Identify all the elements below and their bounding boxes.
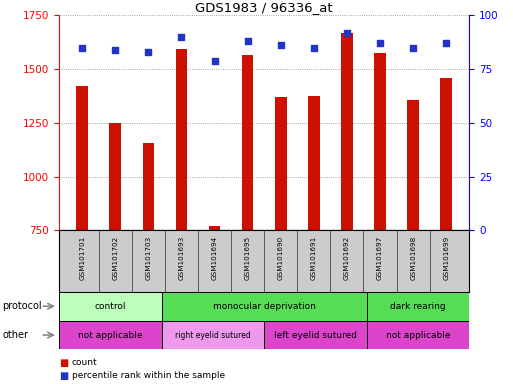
Text: GSM101701: GSM101701: [79, 235, 85, 280]
Text: GSM101697: GSM101697: [377, 235, 383, 280]
Text: left eyelid sutured: left eyelid sutured: [274, 331, 357, 339]
Bar: [275, 97, 287, 230]
Bar: [367, 292, 469, 321]
Text: ■: ■: [59, 371, 68, 381]
Point: [376, 40, 384, 46]
Text: GSM101702: GSM101702: [112, 235, 119, 280]
Bar: [209, 226, 221, 230]
Bar: [59, 321, 162, 349]
Point: [409, 45, 417, 51]
Point: [177, 34, 186, 40]
Point: [210, 58, 219, 64]
Text: monocular deprivation: monocular deprivation: [213, 302, 315, 311]
Point: [343, 30, 351, 36]
Text: protocol: protocol: [3, 301, 42, 311]
Bar: [162, 292, 367, 321]
Bar: [374, 53, 386, 230]
Text: GSM101690: GSM101690: [278, 235, 284, 280]
Point: [442, 40, 450, 46]
Text: ■: ■: [59, 358, 68, 368]
Point: [244, 38, 252, 44]
Text: GSM101698: GSM101698: [410, 235, 416, 280]
Text: GSM101703: GSM101703: [145, 235, 151, 280]
Text: GSM101699: GSM101699: [443, 235, 449, 280]
Bar: [407, 100, 419, 230]
Text: GSM101695: GSM101695: [245, 235, 251, 280]
Text: right eyelid sutured: right eyelid sutured: [175, 331, 251, 339]
Text: not applicable: not applicable: [386, 331, 450, 339]
Bar: [175, 49, 187, 230]
Title: GDS1983 / 96336_at: GDS1983 / 96336_at: [195, 1, 333, 14]
Text: dark rearing: dark rearing: [390, 302, 446, 311]
Point: [111, 47, 120, 53]
Bar: [308, 96, 320, 230]
Point: [310, 45, 318, 51]
Bar: [143, 143, 154, 230]
Bar: [109, 123, 121, 230]
Text: GSM101691: GSM101691: [311, 235, 317, 280]
Bar: [341, 33, 353, 230]
Bar: [264, 321, 367, 349]
Text: GSM101694: GSM101694: [211, 235, 218, 280]
Text: other: other: [3, 330, 29, 340]
Point: [78, 45, 86, 51]
Bar: [367, 321, 469, 349]
Bar: [59, 292, 162, 321]
Bar: [76, 86, 88, 230]
Text: percentile rank within the sample: percentile rank within the sample: [72, 371, 225, 380]
Point: [277, 42, 285, 48]
Text: GSM101692: GSM101692: [344, 235, 350, 280]
Text: GSM101693: GSM101693: [179, 235, 185, 280]
Bar: [242, 55, 253, 230]
Text: control: control: [94, 302, 126, 311]
Bar: [441, 78, 452, 230]
Bar: [162, 321, 264, 349]
Text: not applicable: not applicable: [78, 331, 143, 339]
Point: [144, 49, 152, 55]
Text: count: count: [72, 358, 97, 367]
